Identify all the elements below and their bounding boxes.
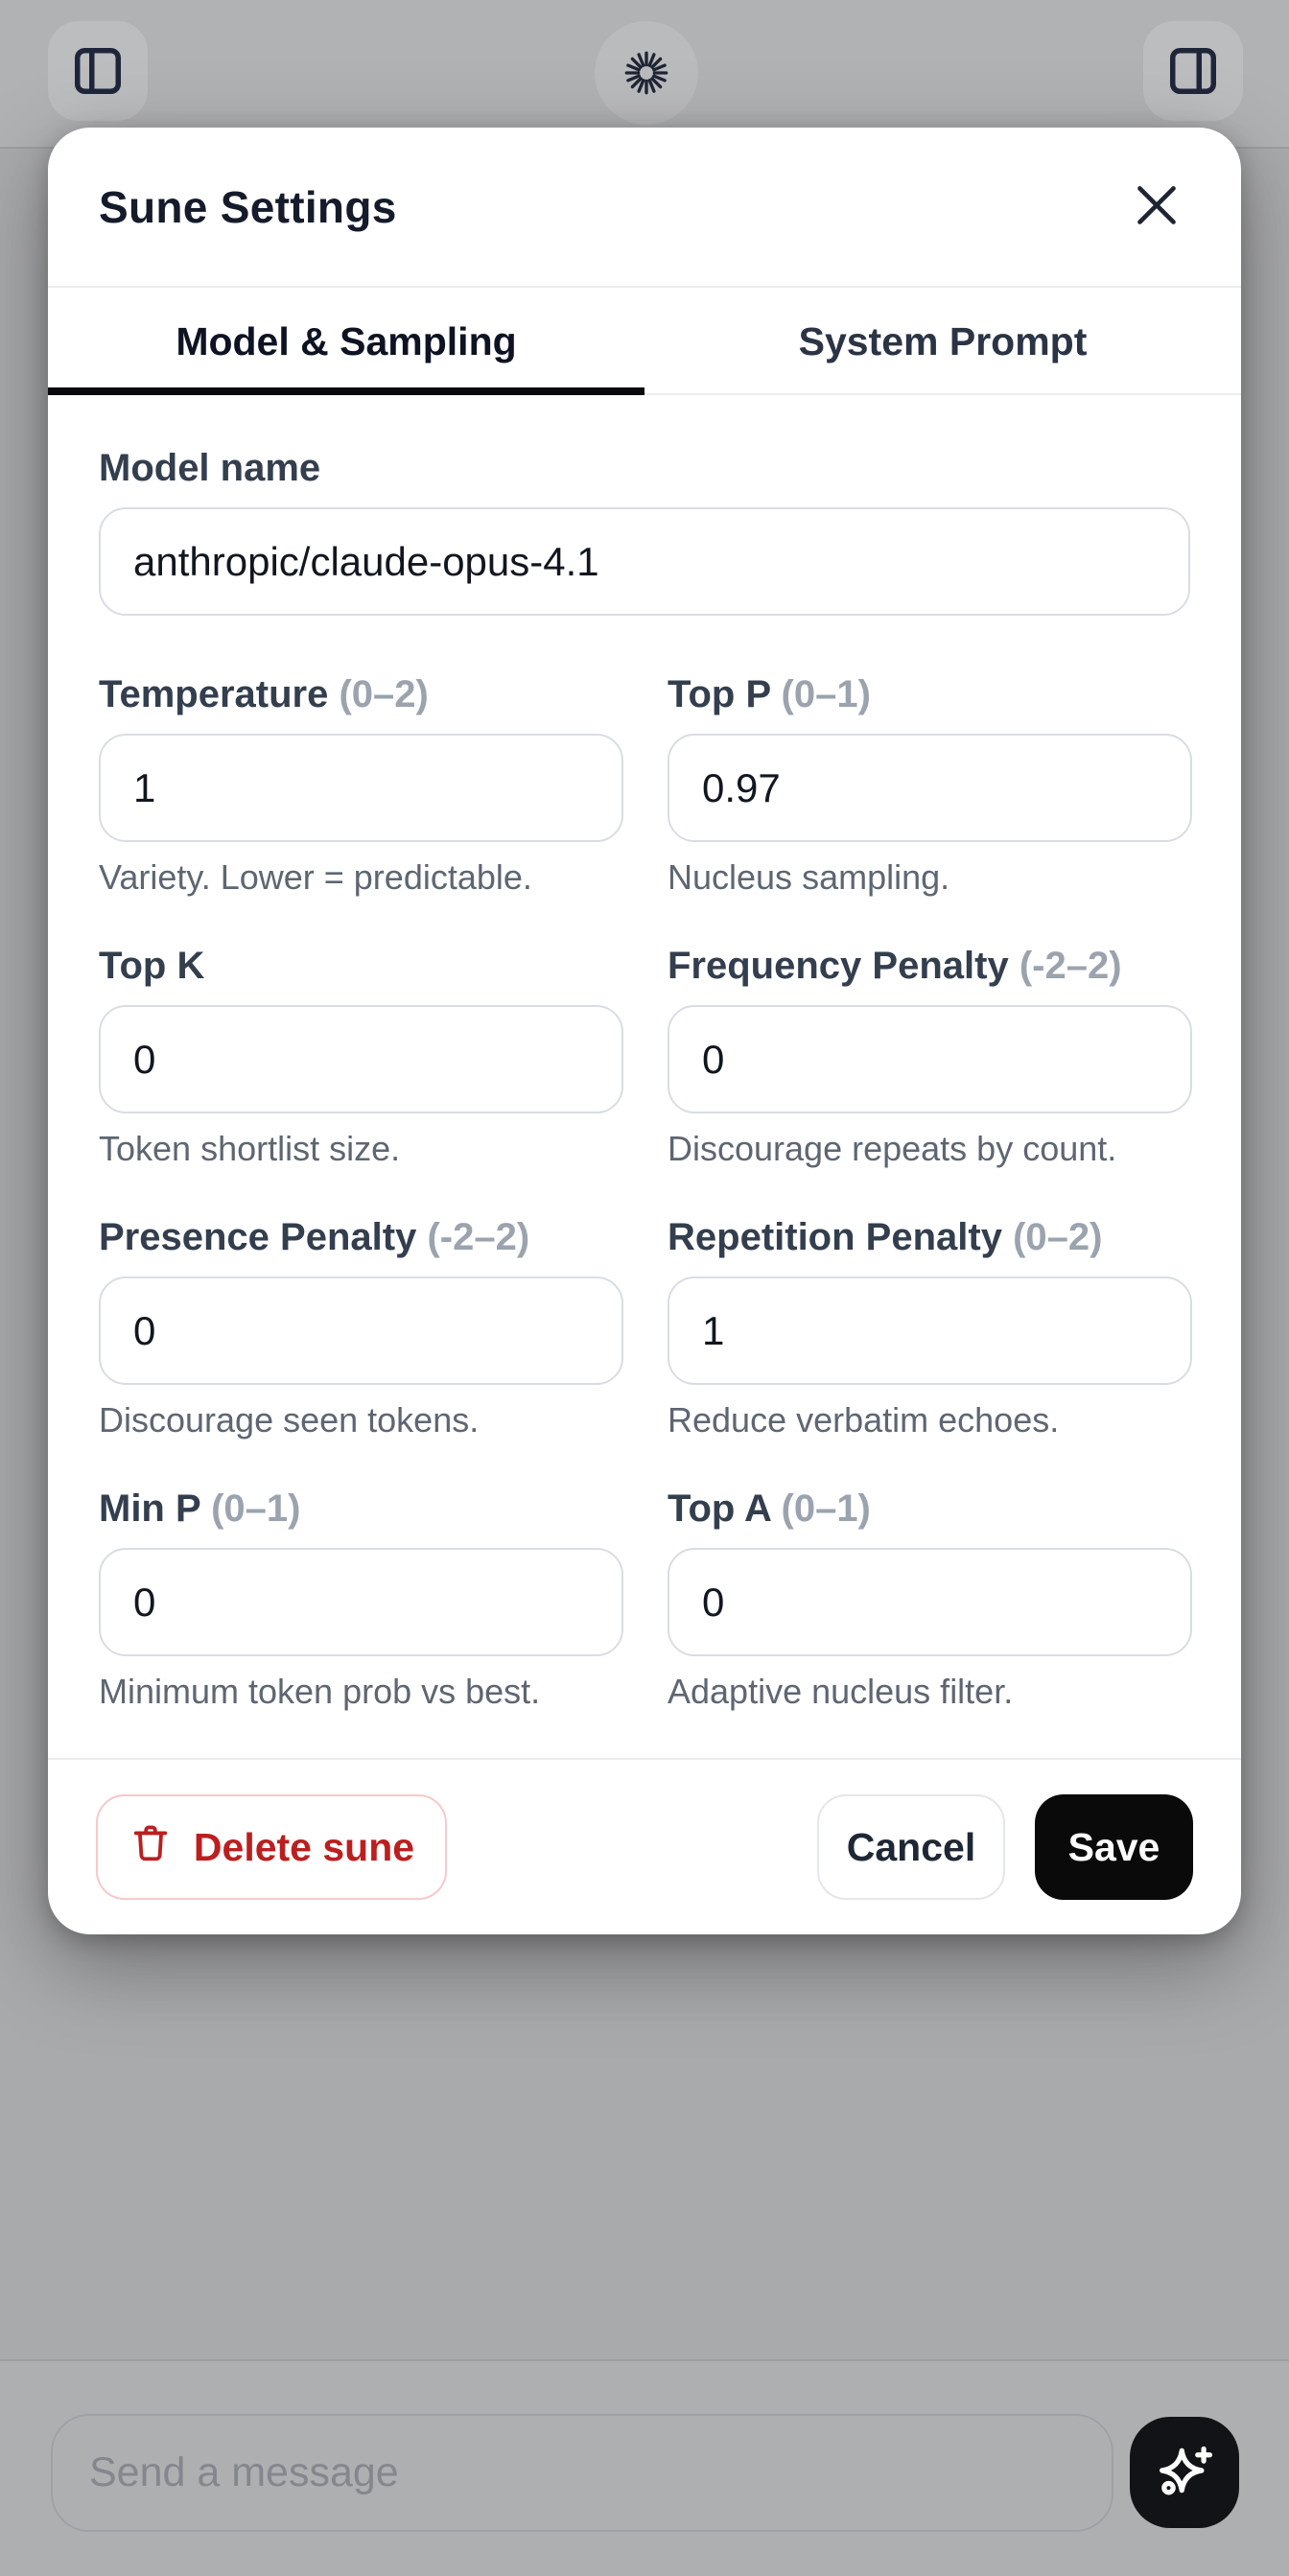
temperature-input[interactable] (99, 734, 623, 842)
frequency-penalty-input[interactable] (668, 1005, 1192, 1113)
min-p-label: Min P (99, 1487, 200, 1530)
sune-settings-dialog: Sune Settings Model & Sampling System Pr… (48, 128, 1241, 1934)
app-logo-button[interactable] (595, 21, 698, 125)
min-p-range: (0–1) (211, 1487, 301, 1530)
presence-penalty-help: Discourage seen tokens. (99, 1400, 480, 1440)
repetition-penalty-input[interactable] (668, 1276, 1192, 1385)
panel-right-icon (1164, 42, 1222, 100)
top-p-label: Top P (668, 673, 771, 715)
frequency-penalty-label: Frequency Penalty (668, 945, 1009, 987)
top-a-field: Top A (0–1) Adaptive nucleus filter. (668, 1487, 1192, 1712)
send-button[interactable] (1130, 2417, 1239, 2528)
sparkles-icon (1153, 2439, 1216, 2507)
top-k-input[interactable] (99, 1005, 623, 1113)
min-p-input[interactable] (99, 1548, 623, 1656)
repetition-penalty-range: (0–2) (1013, 1216, 1103, 1258)
starburst-icon (617, 43, 676, 103)
repetition-penalty-label: Repetition Penalty (668, 1216, 1002, 1258)
model-name-input[interactable] (99, 507, 1190, 616)
presence-penalty-label: Presence Penalty (99, 1216, 417, 1258)
sidebar-toggle-button[interactable] (48, 21, 148, 121)
top-k-help: Token shortlist size. (99, 1129, 401, 1168)
close-button[interactable] (1130, 179, 1184, 233)
top-p-help: Nucleus sampling. (668, 857, 950, 897)
cancel-button[interactable]: Cancel (817, 1794, 1005, 1900)
settings-tab-bar: Model & Sampling System Prompt (48, 290, 1241, 395)
temperature-help: Variety. Lower = predictable. (99, 857, 532, 897)
temperature-field: Temperature (0–2) Variety. Lower = predi… (99, 672, 623, 898)
top-p-input[interactable] (668, 734, 1192, 842)
send-message-input[interactable] (51, 2414, 1113, 2532)
presence-penalty-input[interactable] (99, 1276, 623, 1385)
top-p-range: (0–1) (781, 673, 871, 715)
top-a-label: Top A (668, 1487, 771, 1530)
min-p-help: Minimum token prob vs best. (99, 1672, 541, 1711)
dialog-title: Sune Settings (99, 181, 397, 232)
right-panel-toggle-button[interactable] (1143, 21, 1243, 121)
tab-system-prompt[interactable]: System Prompt (798, 318, 1088, 363)
top-p-field: Top P (0–1) Nucleus sampling. (668, 672, 1192, 898)
top-k-field: Top K Token shortlist size. (99, 944, 623, 1169)
save-button[interactable]: Save (1035, 1794, 1193, 1900)
panel-left-icon (69, 42, 127, 100)
delete-sune-button[interactable]: Delete sune (96, 1794, 447, 1900)
top-a-input[interactable] (668, 1548, 1192, 1656)
repetition-penalty-field: Repetition Penalty (0–2) Reduce verbatim… (668, 1215, 1192, 1440)
app-top-bar (0, 0, 1289, 149)
footer-divider (48, 1758, 1241, 1760)
presence-penalty-range: (-2–2) (427, 1216, 530, 1258)
cancel-label: Cancel (846, 1824, 976, 1869)
top-a-help: Adaptive nucleus filter. (668, 1672, 1014, 1711)
frequency-penalty-range: (-2–2) (1019, 945, 1122, 987)
frequency-penalty-help: Discourage repeats by count. (668, 1129, 1117, 1168)
model-name-label: Model name (99, 447, 321, 489)
message-composer-bar (0, 2359, 1289, 2576)
dialog-header: Sune Settings (48, 128, 1241, 288)
repetition-penalty-help: Reduce verbatim echoes. (668, 1400, 1060, 1440)
tab-model-and-sampling[interactable]: Model & Sampling (48, 290, 644, 395)
temperature-range: (0–2) (339, 673, 429, 715)
frequency-penalty-field: Frequency Penalty (-2–2) Discourage repe… (668, 944, 1192, 1169)
save-label: Save (1067, 1824, 1160, 1869)
dialog-footer: Delete sune Cancel Save (96, 1794, 1193, 1900)
min-p-field: Min P (0–1) Minimum token prob vs best. (99, 1487, 623, 1712)
top-k-label: Top K (99, 945, 205, 987)
delete-sune-label: Delete sune (193, 1824, 415, 1869)
presence-penalty-field: Presence Penalty (-2–2) Discourage seen … (99, 1215, 623, 1440)
close-icon (1130, 178, 1184, 235)
temperature-label: Temperature (99, 673, 329, 715)
top-a-range: (0–1) (781, 1487, 871, 1530)
trash-icon (129, 1820, 173, 1874)
model-name-field: Model name (99, 446, 1190, 616)
